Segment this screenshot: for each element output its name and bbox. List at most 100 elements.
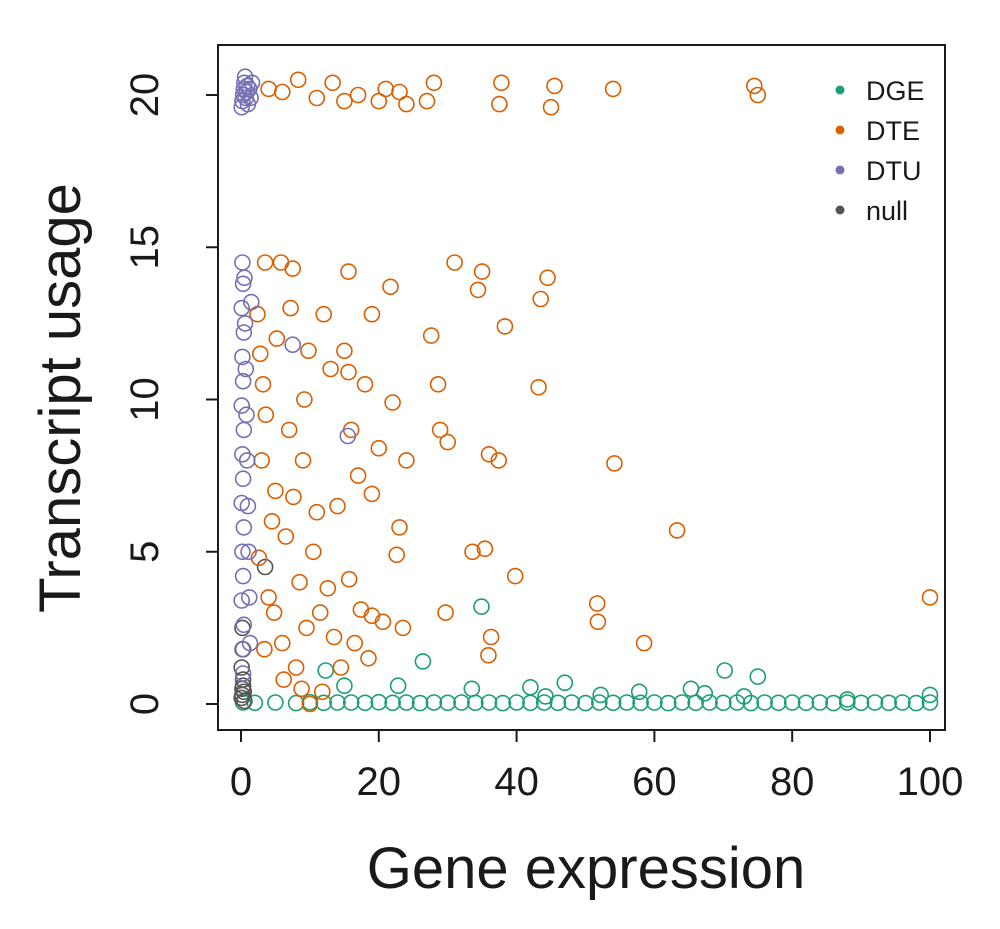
point-dte — [480, 445, 498, 463]
point-null — [233, 659, 250, 676]
point-dtu — [235, 324, 253, 341]
point-dte — [356, 375, 374, 393]
point-dte — [340, 263, 357, 280]
point-dtu — [238, 77, 256, 95]
point-dte — [329, 497, 346, 515]
point-dte — [745, 77, 763, 95]
point-dte — [277, 528, 295, 545]
point-dge — [463, 680, 481, 698]
point-dge — [315, 694, 333, 712]
point-dte — [260, 80, 277, 98]
point-dge — [398, 694, 415, 711]
point-dge — [590, 694, 608, 711]
point-dte — [363, 305, 381, 323]
point-dte — [437, 604, 454, 621]
point-dge — [287, 694, 305, 712]
point-dge — [907, 694, 925, 712]
point-dte — [530, 378, 547, 396]
point-dge — [342, 694, 360, 711]
point-dge — [556, 674, 574, 692]
y-axis-title: Transcript usage — [28, 183, 93, 613]
point-dte — [539, 269, 556, 287]
point-dte — [391, 519, 408, 536]
point-dte — [251, 345, 269, 363]
point-dte — [311, 604, 329, 621]
point-dtu — [234, 445, 251, 463]
point-dge — [749, 668, 767, 685]
point-dtu — [241, 589, 258, 606]
point-dtu — [239, 497, 257, 515]
point-dtu — [233, 299, 250, 317]
y-tick-label: 10 — [123, 377, 167, 422]
point-dte — [496, 318, 514, 335]
point-dge — [682, 680, 700, 698]
point-dte — [300, 342, 317, 360]
legend-label: DTU — [866, 156, 922, 186]
point-dge — [618, 694, 636, 711]
point-null — [256, 558, 274, 576]
point-dge — [453, 694, 470, 711]
point-dtu — [238, 406, 255, 424]
point-null — [236, 692, 253, 710]
point-dte — [322, 360, 339, 378]
point-dte — [464, 543, 481, 561]
point-dge — [811, 694, 829, 711]
point-dte — [588, 595, 606, 612]
point-dge — [797, 694, 815, 712]
point-dge — [783, 694, 801, 711]
point-dte — [388, 546, 406, 564]
plot-frame — [217, 44, 946, 731]
point-dtu — [240, 543, 257, 561]
point-dge — [537, 688, 554, 705]
point-dge — [714, 694, 732, 712]
point-dte — [301, 695, 319, 713]
point-dte — [363, 607, 381, 625]
point-dtu — [241, 634, 259, 652]
point-dte — [476, 540, 494, 558]
point-dte — [289, 71, 307, 89]
point-dtu — [236, 269, 253, 287]
point-dtu — [234, 254, 251, 271]
point-dte — [370, 439, 388, 457]
point-dte — [282, 299, 299, 317]
legend-marker — [835, 165, 845, 175]
point-dte — [482, 628, 500, 646]
x-tick-label: 60 — [632, 760, 677, 804]
point-dte — [287, 659, 305, 676]
point-dte — [275, 671, 293, 688]
point-dte — [324, 74, 341, 92]
point-dte — [429, 375, 447, 393]
point-dtu — [233, 592, 250, 609]
point-dge — [535, 694, 553, 711]
point-dge — [701, 694, 718, 711]
point-dte — [296, 391, 313, 408]
point-dge — [852, 694, 870, 712]
point-dte — [256, 640, 273, 658]
point-dge — [756, 694, 773, 711]
point-dge — [838, 691, 856, 708]
x-tick-label: 0 — [230, 760, 252, 804]
point-dtu — [238, 452, 256, 469]
point-dte — [256, 254, 274, 271]
point-dge — [673, 694, 691, 711]
point-dge — [577, 694, 594, 712]
point-dge — [716, 662, 734, 679]
point-dte — [352, 601, 370, 618]
point-dge — [592, 686, 610, 704]
point-dtu — [234, 543, 251, 561]
point-dte — [294, 452, 312, 469]
point-dtu — [235, 616, 253, 634]
point-dte — [374, 613, 392, 631]
point-dte — [349, 467, 367, 484]
point-dge — [838, 694, 856, 711]
point-dge — [267, 694, 284, 711]
point-dtu — [234, 348, 251, 366]
point-dtu — [235, 519, 253, 536]
legend-label: DTE — [866, 116, 920, 146]
point-dge — [632, 694, 649, 712]
point-dte — [291, 573, 308, 591]
legend-label: DGE — [866, 76, 925, 106]
y-tick-label: 20 — [123, 73, 167, 118]
legend: DGE DTE DTU null — [835, 76, 925, 226]
point-dge — [370, 693, 388, 711]
